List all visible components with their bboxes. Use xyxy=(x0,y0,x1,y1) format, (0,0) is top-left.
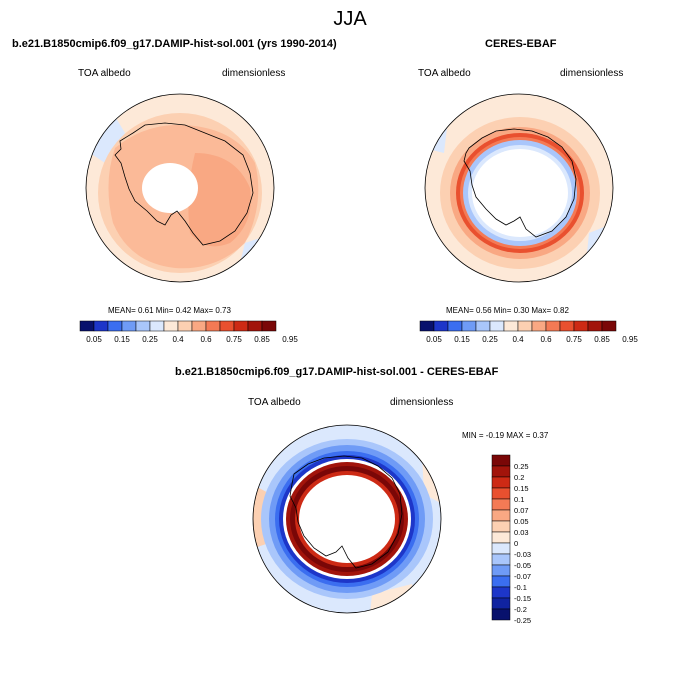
panel3-colorbar-tick-label: 0.25 xyxy=(514,462,529,471)
panel1-colorbar-tick-label: 0.15 xyxy=(114,335,130,344)
panel3-colorbar-tick-label: 0.1 xyxy=(514,495,524,504)
panel2-colorbar-tick-label: 0.75 xyxy=(566,335,582,344)
panel2-colorbar-tick-label: 0.85 xyxy=(594,335,610,344)
panel1-colorbar-swatch xyxy=(149,320,165,332)
panel3-colorbar-swatch xyxy=(491,487,511,500)
panel3-colorbar-swatch xyxy=(491,531,511,544)
panel2-units-label: dimensionless xyxy=(560,68,624,79)
panel2-colorbar-swatch xyxy=(419,320,435,332)
panel2-polar-map xyxy=(424,93,614,283)
panel1-colorbar-swatch xyxy=(191,320,207,332)
panel1-colorbar-tick-label: 0.4 xyxy=(172,335,184,344)
panel2-colorbar-swatch xyxy=(517,320,533,332)
panel3-stats: MIN = -0.19 MAX = 0.37 xyxy=(462,431,549,440)
panel3-colorbar-tick-label: 0.07 xyxy=(514,506,529,515)
panel1-colorbar-swatch xyxy=(219,320,235,332)
panel3-colorbar-tick-label: -0.05 xyxy=(514,561,531,570)
panel2-colorbar-swatch xyxy=(559,320,575,332)
panel2-colorbar-tick-label: 0.05 xyxy=(426,335,442,344)
panel3-colorbar-swatch xyxy=(491,586,511,599)
panel3-colorbar-swatch xyxy=(491,454,511,467)
panel1-colorbar: 0.05 0.15 0.25 0.4 0.6 0.75 0.85 0.95 xyxy=(79,320,298,344)
panel2-colorbar-swatch xyxy=(447,320,463,332)
panel1-colorbar-swatch xyxy=(177,320,193,332)
panel3-colorbar-swatch xyxy=(491,476,511,489)
panel3-colorbar-swatch xyxy=(491,608,511,621)
panel1-colorbar-tick-label: 0.95 xyxy=(282,335,298,344)
panel3-colorbar-swatch xyxy=(491,564,511,577)
panel2-colorbar-swatch xyxy=(475,320,491,332)
panel1-colorbar-swatch xyxy=(261,320,277,332)
figure-title: JJA xyxy=(333,8,367,30)
panel2-colorbar-swatch xyxy=(545,320,561,332)
panel3-colorbar-tick-label: 0 xyxy=(514,539,518,548)
panel3-colorbar-tick-label: -0.15 xyxy=(514,594,531,603)
panel3-colorbar-swatch xyxy=(491,597,511,610)
panel2-colorbar-swatch xyxy=(433,320,449,332)
panel2-stats: MEAN= 0.56 Min= 0.30 Max= 0.82 xyxy=(446,306,569,315)
panel3-colorbar: 0.25 0.2 0.15 0.1 0.07 0.05 0.03 0 -0.03 -0.05 -0.… xyxy=(491,454,531,625)
panel3-colorbar-tick-label: -0.2 xyxy=(514,605,527,614)
panel1-polar-map xyxy=(85,93,275,283)
panel3-colorbar-tick-label: 0.15 xyxy=(514,484,529,493)
panel2-colorbar-tick-label: 0.95 xyxy=(622,335,638,344)
panel2-colorbar-tick-label: 0.15 xyxy=(454,335,470,344)
panel3-colorbar-tick-label: 0.05 xyxy=(514,517,529,526)
panel2-colorbar-swatch xyxy=(461,320,477,332)
panel3-colorbar-tick-label: -0.03 xyxy=(514,550,531,559)
panel3-colorbar-swatch xyxy=(491,575,511,588)
panel3-units-label: dimensionless xyxy=(390,397,454,408)
panel3-colorbar-swatch xyxy=(491,553,511,566)
panel3-colorbar-swatch xyxy=(491,498,511,511)
panel1-colorbar-swatch xyxy=(121,320,137,332)
panel3-colorbar-swatch xyxy=(491,542,511,555)
panel1-colorbar-tick-label: 0.05 xyxy=(86,335,102,344)
panel3-colorbar-tick-label: 0.03 xyxy=(514,528,529,537)
panel2-colorbar-swatch xyxy=(601,320,617,332)
panel2-variable-label: TOA albedo xyxy=(418,68,471,79)
panel1-colorbar-swatch xyxy=(233,320,249,332)
panel3-colorbar-tick-label: -0.07 xyxy=(514,572,531,581)
panel3-title: b.e21.B1850cmip6.f09_g17.DAMIP-hist-sol.… xyxy=(175,366,499,378)
panel2-colorbar-swatch xyxy=(489,320,505,332)
panel3-colorbar-tick-label: 0.2 xyxy=(514,473,524,482)
panel3-colorbar-tick-label: -0.25 xyxy=(514,616,531,625)
panel1-colorbar-swatch xyxy=(107,320,123,332)
panel2-colorbar-tick-label: 0.4 xyxy=(512,335,524,344)
panel3-variable-label: TOA albedo xyxy=(248,397,301,408)
panel3-colorbar-swatch xyxy=(491,509,511,522)
panel1-colorbar-tick-label: 0.85 xyxy=(254,335,270,344)
panel1-variable-label: TOA albedo xyxy=(78,68,131,79)
panel3-polar-map xyxy=(252,424,442,614)
panel1-colorbar-swatch xyxy=(79,320,95,332)
panel1-colorbar-swatch xyxy=(163,320,179,332)
panel1-colorbar-swatch xyxy=(247,320,263,332)
panel3-colorbar-swatch xyxy=(491,520,511,533)
panel1-stats: MEAN= 0.61 Min= 0.42 Max= 0.73 xyxy=(108,306,231,315)
panel3-colorbar-tick-label: -0.1 xyxy=(514,583,527,592)
panel2-colorbar-swatch xyxy=(587,320,603,332)
panel1-colorbar-swatch xyxy=(135,320,151,332)
panel2-colorbar-tick-label: 0.6 xyxy=(540,335,552,344)
panel2-colorbar-swatch xyxy=(531,320,547,332)
panel1-units-label: dimensionless xyxy=(222,68,286,79)
panel1-title: b.e21.B1850cmip6.f09_g17.DAMIP-hist-sol.… xyxy=(12,38,337,50)
panel2-colorbar-swatch xyxy=(503,320,519,332)
panel2-colorbar-tick-label: 0.25 xyxy=(482,335,498,344)
panel1-colorbar-tick-label: 0.25 xyxy=(142,335,158,344)
panel2-colorbar: 0.05 0.15 0.25 0.4 0.6 0.75 0.85 0.95 xyxy=(419,320,638,344)
panel1-colorbar-swatch xyxy=(205,320,221,332)
panel3-colorbar-swatch xyxy=(491,465,511,478)
panel2-title: CERES-EBAF xyxy=(485,38,557,50)
panel1-colorbar-swatch xyxy=(93,320,109,332)
panel1-colorbar-tick-label: 0.75 xyxy=(226,335,242,344)
panel2-colorbar-swatch xyxy=(573,320,589,332)
panel1-colorbar-tick-label: 0.6 xyxy=(200,335,212,344)
